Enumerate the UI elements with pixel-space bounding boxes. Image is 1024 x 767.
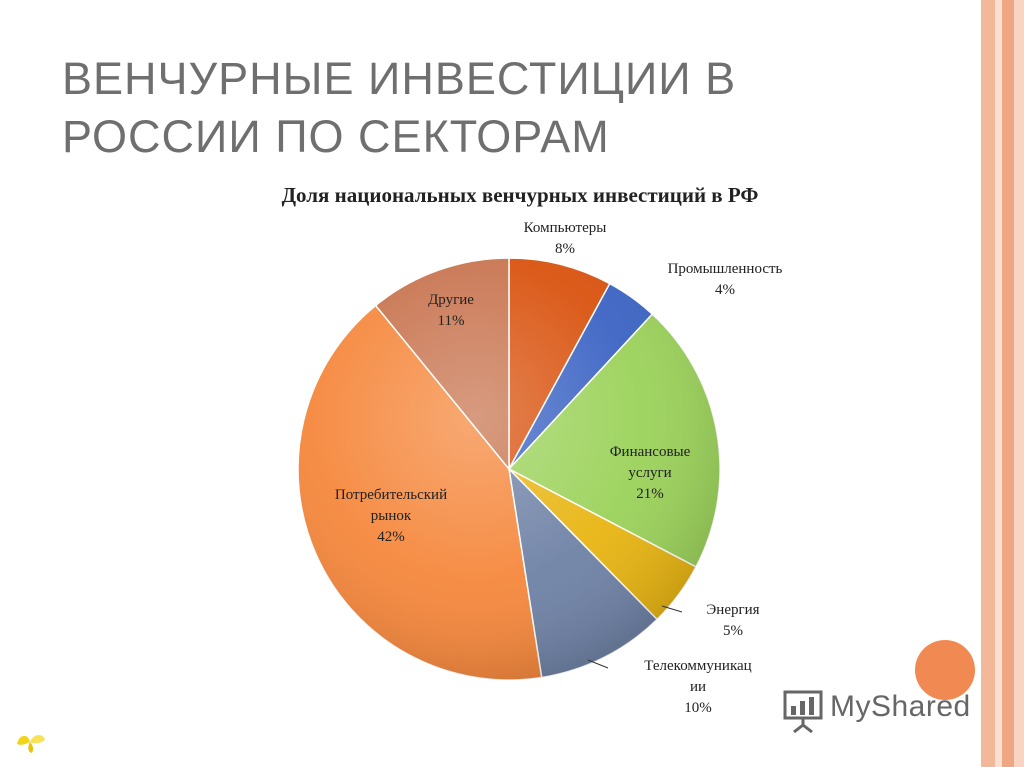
decor-stripe [1002,0,1014,767]
slide-title-line: ВЕНЧУРНЫЕ ИНВЕСТИЦИИ В [62,53,737,104]
leader-line [587,659,609,669]
decor-stripe [1014,0,1024,767]
slice-value-label: 10% [684,700,712,716]
slice-label: Энергия [706,602,759,618]
leaf-icon [17,735,45,753]
slice-label: Компьютеры [524,220,607,236]
slice-value-label: 8% [555,241,575,257]
slice-value-label: 42% [377,529,405,545]
slice-label: рынок [371,508,412,524]
presentation-icon [783,690,823,733]
slice-label: услуги [628,465,671,481]
brand-logo-text: MyShared [830,690,971,723]
slice-value-label: 11% [438,313,465,329]
decor-stripe [981,0,995,767]
slice-label: Промышленность [668,261,783,277]
slice-label: Другие [428,292,474,308]
chart-title: Доля национальных венчурных инвестиций в… [281,183,759,207]
slice-label: ии [690,679,706,695]
slide-title: ВЕНЧУРНЫЕ ИНВЕСТИЦИИ В РОССИИ ПО СЕКТОРА… [62,50,922,166]
leader-line [661,605,683,613]
decor-stripe [995,0,1002,767]
slide-title-line: РОССИИ ПО СЕКТОРАМ [62,111,610,162]
slice-label: Финансовые [610,444,691,460]
brand-circle [915,640,975,700]
slice-label: Телекоммуникац [644,658,751,674]
slice-value-label: 5% [723,623,743,639]
slice-value-label: 21% [636,486,664,502]
slice-label: Потребительский [335,487,447,503]
slice-value-label: 4% [715,282,735,298]
